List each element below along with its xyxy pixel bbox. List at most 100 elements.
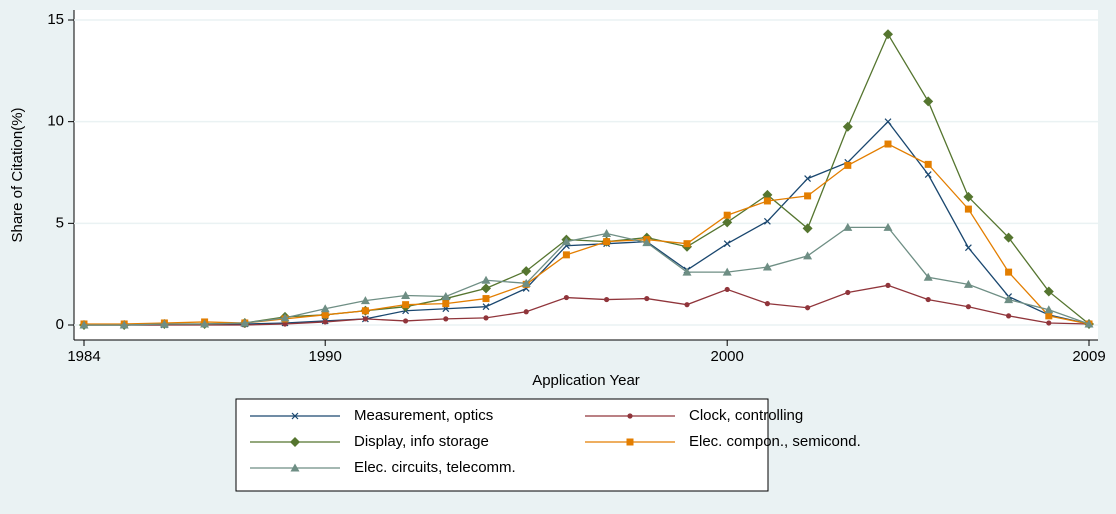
y-axis-label: Share of Citation(%)	[9, 107, 26, 242]
point-marker	[442, 300, 450, 308]
point-marker	[682, 267, 692, 276]
legend	[235, 398, 769, 492]
legend-marker	[290, 437, 300, 447]
point-marker	[644, 295, 650, 302]
legend-label: Elec. circuits, telecomm.	[354, 459, 516, 476]
point-marker	[563, 294, 570, 301]
point-marker	[845, 289, 851, 296]
point-marker	[924, 160, 932, 168]
point-marker	[802, 223, 813, 234]
point-marker	[1004, 295, 1014, 304]
point-marker	[884, 140, 892, 148]
point-marker	[200, 319, 210, 328]
point-marker	[562, 251, 570, 259]
point-marker	[805, 305, 811, 311]
point-marker	[964, 205, 972, 213]
point-marker	[360, 296, 370, 305]
point-marker	[885, 282, 891, 288]
point-marker	[963, 191, 974, 202]
point-marker	[119, 320, 129, 329]
point-marker	[924, 171, 932, 178]
point-marker	[482, 295, 490, 303]
point-marker	[280, 313, 290, 322]
point-marker	[1006, 313, 1012, 319]
point-marker	[722, 267, 732, 276]
point-marker	[1084, 319, 1094, 328]
x-tick-label: 2000	[711, 348, 744, 365]
point-marker	[443, 316, 449, 322]
legend-marker	[291, 412, 299, 420]
point-marker	[1043, 286, 1054, 297]
point-marker	[1005, 268, 1013, 276]
point-marker	[762, 189, 773, 200]
point-marker	[883, 29, 893, 40]
point-marker	[683, 240, 691, 248]
y-tick-label: 5	[56, 214, 64, 231]
point-marker	[482, 303, 490, 311]
legend-marker	[627, 413, 633, 419]
point-marker	[604, 296, 610, 303]
point-marker	[403, 318, 409, 324]
point-marker	[963, 279, 973, 288]
point-marker	[561, 237, 571, 246]
point-marker	[965, 304, 972, 310]
point-marker	[764, 301, 771, 307]
point-marker	[441, 292, 451, 301]
point-marker	[803, 251, 813, 260]
point-marker	[481, 283, 491, 294]
point-marker	[1046, 320, 1052, 326]
point-marker	[684, 302, 690, 308]
legend-marker	[626, 438, 634, 446]
legend-label: Measurement, optics	[354, 407, 493, 424]
point-marker	[483, 315, 489, 321]
legend-marker	[290, 463, 300, 472]
point-marker	[723, 211, 731, 219]
point-marker	[320, 304, 330, 313]
point-marker	[159, 319, 169, 328]
point-marker	[642, 238, 652, 247]
point-marker	[481, 275, 491, 284]
point-marker	[401, 291, 411, 300]
point-marker	[804, 175, 812, 183]
point-marker	[923, 96, 934, 107]
point-marker	[322, 319, 328, 325]
point-marker	[804, 192, 812, 200]
point-marker	[362, 316, 368, 322]
point-marker	[722, 217, 733, 228]
point-marker	[79, 320, 89, 329]
point-marker	[763, 217, 771, 225]
point-marker	[240, 318, 250, 327]
point-marker	[521, 278, 531, 287]
point-marker	[603, 238, 611, 246]
x-tick-label: 2009	[1072, 348, 1105, 365]
y-tick-label: 15	[47, 11, 64, 28]
point-marker	[361, 307, 369, 315]
x-tick-label: 1984	[67, 348, 100, 365]
series-line	[84, 226, 1090, 326]
x-axis-label: Application Year	[532, 372, 640, 389]
y-tick-label: 10	[47, 113, 64, 130]
y-tick-label: 0	[56, 316, 64, 333]
series-line	[84, 284, 1090, 326]
point-marker	[883, 222, 893, 231]
point-marker	[1044, 305, 1054, 314]
point-marker	[925, 296, 931, 303]
point-marker	[762, 262, 772, 271]
point-marker	[724, 286, 730, 293]
point-marker	[763, 197, 771, 205]
legend-label: Elec. compon., semicond.	[689, 433, 861, 450]
legend-label: Display, info storage	[354, 433, 489, 450]
point-marker	[523, 309, 529, 315]
point-marker	[521, 266, 532, 277]
point-marker	[282, 321, 288, 327]
point-marker	[923, 272, 933, 281]
point-marker	[402, 301, 410, 309]
x-tick-label: 1990	[309, 348, 342, 365]
point-marker	[723, 240, 731, 248]
point-marker	[843, 222, 853, 231]
series-line	[84, 120, 1090, 326]
point-marker	[321, 311, 329, 319]
legend-label: Clock, controlling	[689, 407, 803, 424]
plot-area	[74, 10, 1098, 340]
